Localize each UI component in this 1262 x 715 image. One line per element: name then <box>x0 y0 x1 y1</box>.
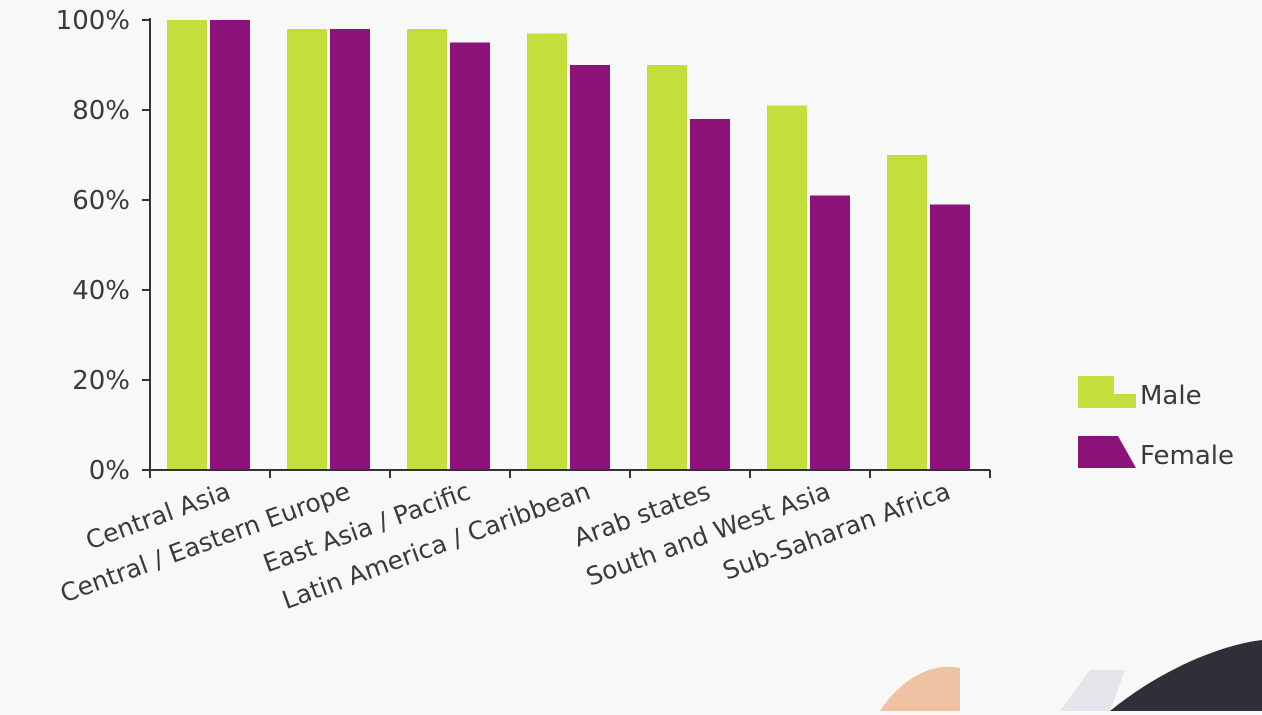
legend-label-female: Female <box>1140 441 1234 471</box>
axes <box>142 18 991 478</box>
decorative-photo-corner <box>880 640 1262 711</box>
y-tick-label: 40% <box>72 276 130 306</box>
bar-female-5 <box>690 119 730 470</box>
legend: Male Female <box>1078 376 1234 471</box>
bars <box>167 20 970 470</box>
legend-label-male: Male <box>1140 381 1202 411</box>
bar-male-6 <box>767 105 807 470</box>
bar-male-7 <box>887 155 927 470</box>
bar-male-2 <box>287 29 327 470</box>
bar-male-5 <box>647 65 687 470</box>
bar-male-3 <box>407 29 447 470</box>
y-tick-label: 80% <box>72 96 130 126</box>
y-tick-label: 0% <box>89 456 130 486</box>
legend-swatch-female <box>1078 436 1136 468</box>
bar-female-7 <box>930 204 970 470</box>
bar-male-4 <box>527 33 567 470</box>
bar-female-2 <box>330 29 370 470</box>
bar-female-3 <box>450 42 490 470</box>
bar-female-1 <box>210 20 250 470</box>
bar-female-4 <box>570 65 610 470</box>
bar-female-6 <box>810 195 850 470</box>
y-tick-label: 60% <box>72 186 130 216</box>
photo-edge-dark <box>1110 640 1262 711</box>
photo-edge-light <box>1060 670 1125 711</box>
y-tick-label: 100% <box>56 6 130 36</box>
y-tick-label: 20% <box>72 366 130 396</box>
photo-edge-hand <box>880 666 960 711</box>
y-axis-ticks: 0% 20% 40% 60% 80% 100% <box>56 6 130 486</box>
legend-swatch-male <box>1078 376 1136 408</box>
bar-male-1 <box>167 20 207 470</box>
